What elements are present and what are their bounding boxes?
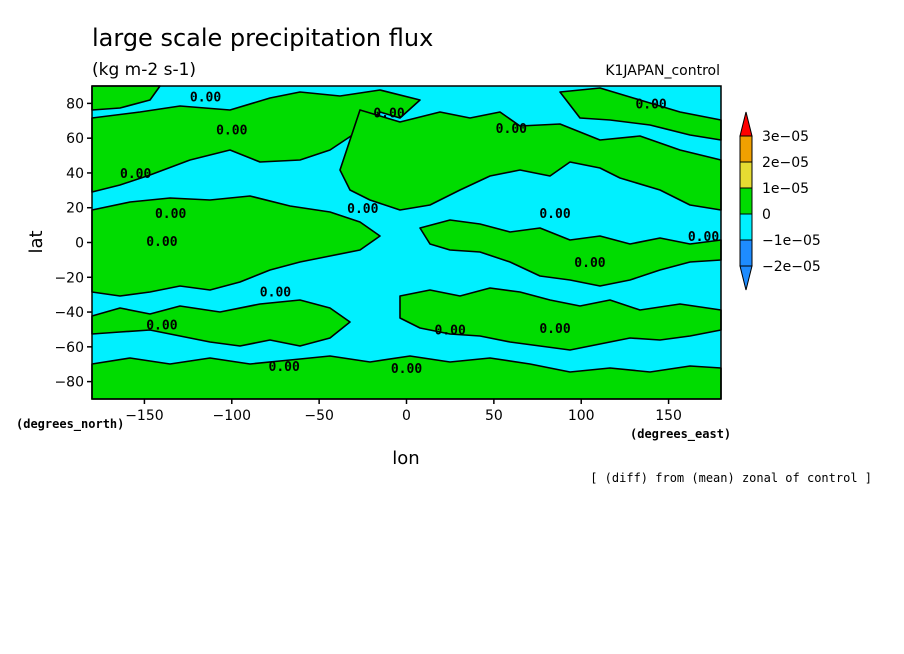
y-tick-label: −80 — [54, 375, 84, 391]
colorbar-label: −2e−05 — [762, 259, 821, 275]
contour-label: 0.00 — [260, 285, 291, 300]
y-tick-label: 20 — [66, 201, 84, 217]
contour-label: 0.00 — [146, 318, 177, 333]
contour-label: 0.00 — [435, 324, 466, 339]
plot-area: 0.00 0.00 0.00 0.00 0.00 0.00 0.00 0.00 0.00 0.00… — [91, 85, 722, 400]
x-axis-units: (degrees_east) — [630, 427, 731, 442]
contour-label: 0.00 — [496, 122, 527, 137]
positive-region — [399, 287, 722, 351]
colorbar-label: 3e−05 — [762, 129, 809, 145]
x-tick-label: 100 — [568, 408, 595, 424]
colorbar-extend-top — [739, 111, 753, 137]
contour-label: 0.00 — [216, 124, 247, 139]
colorbar-segment — [739, 135, 753, 163]
x-tick-label: −150 — [125, 408, 163, 424]
positive-region — [91, 355, 722, 400]
x-tick-label: −50 — [304, 408, 334, 424]
colorbar-label: 0 — [762, 207, 771, 223]
contour-labels: 0.00 0.00 0.00 0.00 0.00 0.00 0.00 0.00 0.00 0.00… — [120, 91, 719, 377]
contour-label: 0.00 — [539, 322, 570, 337]
x-tick-label: 50 — [485, 408, 503, 424]
contour-label: 0.00 — [373, 106, 404, 121]
y-tick-label: 60 — [66, 131, 84, 147]
y-tick-label: 0 — [75, 236, 84, 252]
y-axis: 80 60 40 20 0 −20 −40 −60 −80 — [54, 96, 92, 391]
colorbar-label: 2e−05 — [762, 155, 809, 171]
x-tick-label: 150 — [655, 408, 682, 424]
contour-label: 0.00 — [120, 167, 151, 182]
contour-label: 0.00 — [574, 256, 605, 271]
field-regions — [91, 85, 722, 400]
y-tick-label: 80 — [66, 96, 84, 112]
colorbar-segment — [739, 239, 753, 267]
contour-label: 0.00 — [635, 98, 666, 113]
colorbar-segment — [739, 213, 753, 241]
positive-region — [91, 195, 381, 297]
positive-region — [91, 89, 421, 193]
colorbar-label: 1e−05 — [762, 181, 809, 197]
x-tick-label: 0 — [402, 408, 411, 424]
contour-label: 0.00 — [190, 91, 221, 106]
x-axis-label: lon — [392, 448, 419, 469]
contour-label: 0.00 — [347, 202, 378, 217]
x-axis: −150 −100 −50 0 50 100 150 — [125, 399, 682, 424]
contour-label: 0.00 — [146, 235, 177, 250]
contour-label: 0.00 — [155, 207, 186, 222]
x-tick-label: −100 — [213, 408, 251, 424]
chart-units: (kg m-2 s-1) — [92, 60, 196, 80]
colorbar-label: −1e−05 — [762, 233, 821, 249]
positive-region — [339, 109, 722, 211]
colorbar-segment — [739, 187, 753, 215]
y-tick-label: 40 — [66, 166, 84, 182]
y-axis-label: lat — [26, 230, 47, 253]
y-tick-label: −60 — [54, 340, 84, 356]
colorbar-extend-bottom — [739, 265, 753, 291]
contour-label: 0.00 — [539, 207, 570, 222]
colorbar: 3e−05 2e−05 1e−05 0 −1e−05 −2e−05 — [739, 111, 821, 291]
y-tick-label: −40 — [54, 305, 84, 321]
contour-label: 0.00 — [269, 360, 300, 375]
y-tick-label: −20 — [54, 270, 84, 286]
contour-label: 0.00 — [391, 362, 422, 377]
diff-note: [ (diff) from (mean) zonal of control ] — [590, 471, 872, 485]
contour-label: 0.00 — [688, 230, 719, 245]
chart-title: large scale precipitation flux — [92, 24, 433, 52]
run-label: K1JAPAN_control — [605, 63, 720, 79]
positive-region — [91, 299, 351, 347]
y-axis-units: (degrees_north) — [16, 417, 124, 432]
colorbar-segment — [739, 161, 753, 189]
